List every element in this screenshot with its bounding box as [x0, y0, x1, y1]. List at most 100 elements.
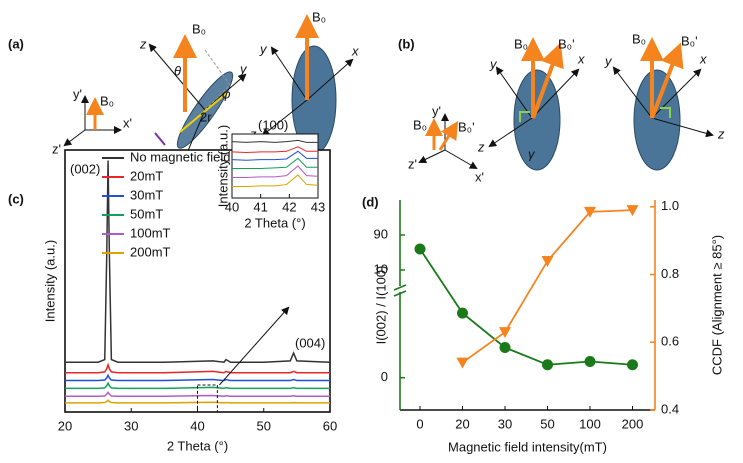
label: y — [239, 61, 248, 76]
label: B₀ — [632, 31, 646, 46]
label: (100) — [258, 117, 288, 132]
label: y' — [73, 86, 82, 101]
label: 10 — [374, 261, 388, 276]
diagram-a — [63, 14, 354, 172]
label: 100 — [579, 416, 601, 431]
label: y — [259, 41, 268, 56]
label: 40 — [190, 418, 204, 433]
label: B₀ — [413, 117, 427, 132]
series-line — [232, 174, 319, 187]
series-line — [419, 248, 633, 366]
label: z — [477, 139, 485, 154]
label: 42 — [282, 199, 296, 214]
label: 30 — [498, 416, 512, 431]
series-line — [231, 150, 318, 161]
label: 200 — [622, 416, 644, 431]
marker — [584, 206, 596, 218]
label: y' — [432, 103, 441, 118]
marker — [499, 342, 511, 354]
marker — [456, 357, 469, 369]
series-line — [231, 146, 318, 154]
label: B₀' — [558, 36, 575, 51]
marker — [584, 356, 596, 368]
label: CCDF (Alignment ≥ 85°) — [709, 235, 724, 375]
axis-break — [393, 284, 407, 297]
label: x' — [475, 169, 484, 184]
label: 0 — [416, 416, 423, 431]
label: 0.6 — [661, 334, 679, 349]
label: Intensity (a.u.) — [215, 125, 230, 207]
series-line — [231, 139, 318, 143]
marker — [499, 327, 511, 339]
label: φ — [222, 86, 231, 101]
label: B₀ — [100, 93, 114, 108]
series-line — [65, 399, 330, 404]
label: z — [717, 126, 725, 141]
series-line — [65, 362, 330, 374]
label: z' — [52, 141, 61, 156]
label: x' — [123, 115, 132, 130]
label: 20 — [455, 416, 469, 431]
plot-frame — [231, 133, 319, 199]
label: 0.4 — [661, 401, 679, 416]
label: I(002) / I(100) — [373, 266, 388, 345]
label: y — [489, 56, 498, 71]
label: 50 — [257, 418, 271, 433]
label: B₀' — [458, 119, 475, 134]
axis-break — [395, 286, 405, 292]
series-line — [232, 165, 319, 179]
label: 90 — [374, 226, 388, 241]
marker — [541, 255, 554, 267]
label: 50mT — [130, 206, 163, 221]
zoom-arrow — [219, 306, 290, 386]
label: (b) — [398, 36, 415, 51]
label: Magnetic field intensity(mT) — [448, 439, 607, 454]
marker — [542, 359, 553, 371]
label: 0 — [381, 369, 388, 384]
label: B₀ — [514, 36, 528, 51]
series-line — [461, 209, 633, 364]
label: x — [699, 51, 707, 66]
series-line — [232, 157, 318, 170]
label: No magnetic field — [130, 149, 230, 164]
label: γ — [528, 146, 536, 161]
label: x — [577, 51, 585, 66]
label: (a) — [8, 36, 24, 51]
marker — [414, 243, 426, 255]
label: 60 — [323, 418, 337, 433]
label: z — [139, 36, 147, 51]
series-line — [65, 373, 330, 382]
label: y — [604, 53, 613, 68]
label: 2 Theta (°) — [167, 438, 228, 453]
series-line — [65, 391, 330, 398]
marker — [627, 359, 638, 371]
label: 200mT — [130, 244, 171, 259]
label: 50 — [540, 416, 554, 431]
label: 41 — [253, 199, 267, 214]
label: z' — [408, 156, 417, 171]
diagram-b — [418, 37, 714, 171]
label: 0.8 — [661, 266, 679, 281]
label: x — [351, 43, 359, 58]
label: 30mT — [130, 187, 163, 202]
marker — [626, 205, 639, 217]
label: B₀' — [681, 33, 698, 48]
label: (d) — [362, 194, 379, 209]
label: 100mT — [130, 225, 171, 240]
label: (002) — [70, 161, 100, 176]
label: 20mT — [130, 168, 163, 183]
series-line — [65, 160, 331, 364]
series-line — [65, 381, 330, 390]
marker — [457, 307, 468, 319]
label: 40 — [225, 199, 239, 214]
label: 20 — [58, 418, 72, 433]
label: Intensity (a.u.) — [42, 240, 57, 322]
label: B₀ — [192, 21, 206, 36]
label: 1.0 — [661, 198, 679, 213]
label: (004) — [295, 335, 325, 350]
zoom-box — [197, 384, 218, 413]
label: 2 Theta (°) — [244, 215, 305, 230]
label: B₀ — [312, 9, 326, 24]
label: 2r — [200, 109, 212, 124]
